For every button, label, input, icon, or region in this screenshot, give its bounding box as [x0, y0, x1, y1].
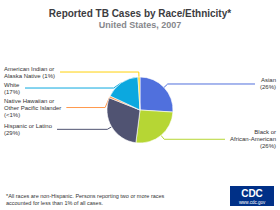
- svg-text:(29%): (29%): [4, 130, 20, 136]
- svg-text:www.cdc.gov: www.cdc.gov: [239, 200, 266, 205]
- svg-text:Asian: Asian: [261, 77, 276, 83]
- svg-text:accounted for less than 1% of: accounted for less than 1% of all cases.: [6, 200, 103, 206]
- svg-text:Other Pacific Islander: Other Pacific Islander: [4, 105, 61, 111]
- svg-text:American Indian or: American Indian or: [4, 66, 54, 72]
- svg-text:*All races are non-Hispanic. P: *All races are non-Hispanic. Persons rep…: [6, 193, 165, 199]
- svg-text:Native Hawaiian or: Native Hawaiian or: [4, 98, 54, 104]
- svg-text:United States, 2007: United States, 2007: [99, 20, 182, 30]
- svg-text:African-American: African-American: [230, 136, 276, 142]
- svg-text:(26%): (26%): [260, 84, 276, 90]
- svg-text:Hispanic or Latino: Hispanic or Latino: [4, 123, 53, 129]
- svg-text:(<1%): (<1%): [4, 112, 20, 118]
- svg-text:Alaska Native (1%): Alaska Native (1%): [4, 73, 55, 79]
- svg-text:(17%): (17%): [4, 89, 20, 95]
- svg-text:(26%): (26%): [260, 143, 276, 149]
- svg-text:CDC: CDC: [241, 188, 263, 199]
- svg-text:Black or: Black or: [254, 129, 276, 135]
- svg-text:White: White: [4, 82, 20, 88]
- svg-text:Reported TB Cases by Race/Ethn: Reported TB Cases by Race/Ethnicity*: [49, 8, 231, 19]
